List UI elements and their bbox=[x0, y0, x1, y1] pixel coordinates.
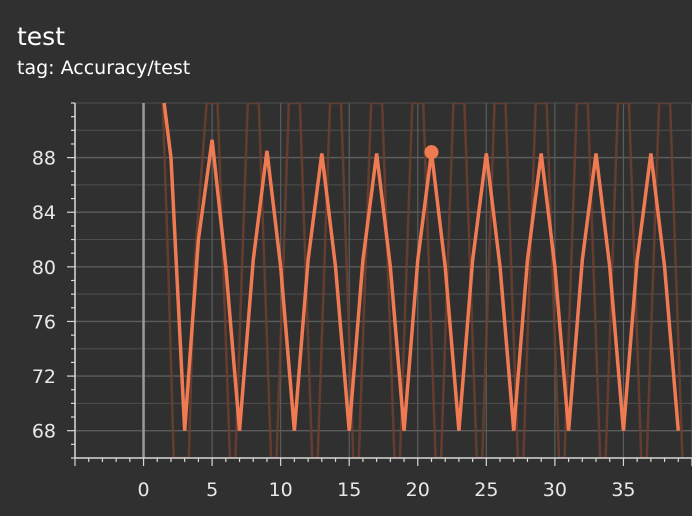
x-tick-label: 25 bbox=[474, 479, 498, 501]
raw-series-line bbox=[161, 103, 684, 458]
y-tick-label: 84 bbox=[32, 202, 56, 224]
y-tick-label: 88 bbox=[32, 148, 56, 170]
tick-labels: 68 72 76 80 84 88 0 5 10 15 20 25 30 35 bbox=[32, 148, 636, 501]
x-tick-label: 35 bbox=[611, 479, 635, 501]
series-line bbox=[162, 103, 681, 431]
y-tick-label: 80 bbox=[32, 257, 56, 279]
x-tick-label: 10 bbox=[269, 479, 293, 501]
x-tick-label: 30 bbox=[543, 479, 567, 501]
series-layer bbox=[162, 103, 681, 431]
y-tick-label: 72 bbox=[32, 366, 56, 388]
chart-title: test bbox=[17, 22, 66, 51]
y-tick-label: 68 bbox=[32, 421, 56, 443]
x-tick-label: 5 bbox=[206, 479, 218, 501]
x-tick-label: 15 bbox=[337, 479, 361, 501]
axes bbox=[67, 102, 692, 466]
raw-series bbox=[161, 103, 684, 458]
y-tick-label: 76 bbox=[32, 311, 56, 333]
chart-tag: tag: Accuracy/test bbox=[17, 57, 191, 79]
x-tick-label: 20 bbox=[406, 479, 430, 501]
x-tick-label: 0 bbox=[138, 479, 150, 501]
highlight-point bbox=[424, 145, 439, 160]
